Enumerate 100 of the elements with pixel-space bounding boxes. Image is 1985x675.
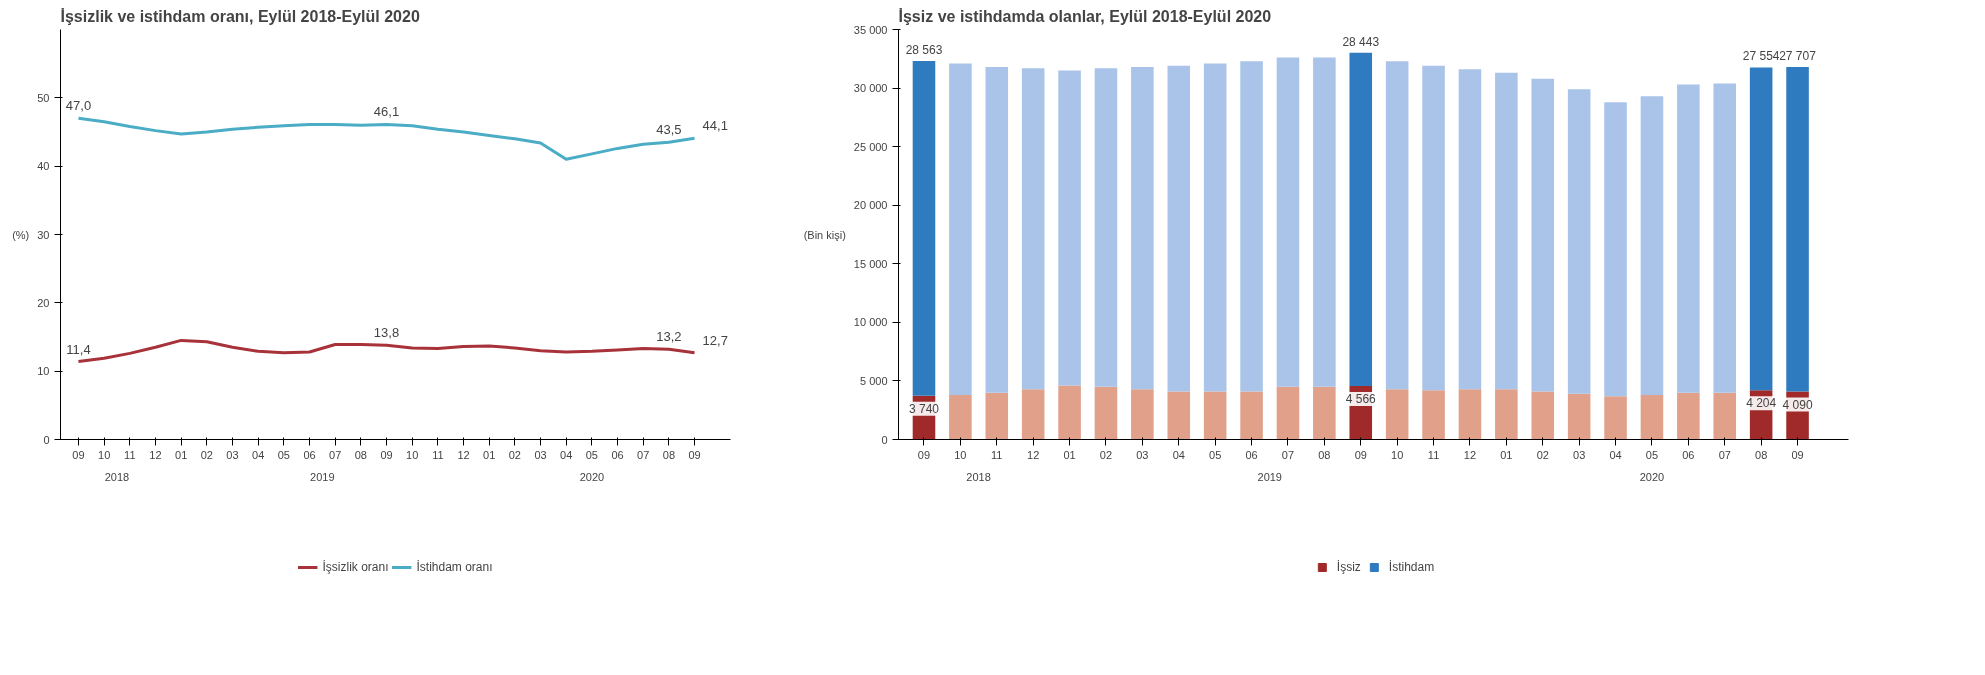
x-tick-label: 02 [1536,448,1549,461]
bar [1640,96,1664,395]
x-tick-label: 09 [1791,448,1804,461]
x-tick-label: 11 [432,448,444,461]
bar [1531,78,1555,392]
data-label: 27 707 [1779,49,1817,64]
x-tick-label: 10 [1391,448,1404,461]
data-label: 43,5 [656,122,682,138]
x-tick-label: 03 [1573,448,1586,461]
bar [1313,386,1336,440]
x-tick-label: 09 [380,448,393,461]
x-tick-label: 04 [1609,448,1622,461]
x-tick-label: 06 [1682,448,1695,461]
bar [1021,389,1045,440]
y-tick-label: 40 [37,160,50,173]
data-label: 13,2 [656,329,682,345]
x-tick-label: 10 [406,448,419,461]
bar [1422,65,1445,391]
y-tick-label: 15 000 [853,257,888,270]
y-axis-title: (Bin kişi) [803,228,846,241]
x-tick-label: 08 [662,448,676,461]
x-tick-label: 06 [1245,448,1258,461]
bar [1495,389,1518,440]
bar [1203,391,1227,440]
text: 2018 [966,470,991,483]
text: 2019 [1257,470,1283,483]
x-tick-label: 07 [637,448,650,461]
y-tick-label: 50 [37,91,50,104]
x-tick-label: 05 [277,448,290,461]
bar [1567,89,1591,394]
x-tick-label: 03 [1136,448,1149,461]
bar [1786,67,1809,392]
x-tick-label: 07 [1281,448,1295,461]
bar [1422,390,1445,440]
x-tick-label: 11 [124,448,136,461]
bar [1640,394,1664,440]
bar [1240,391,1263,440]
bar [1167,391,1191,440]
data-label: 27 554 [1742,49,1780,64]
x-tick-label: 01 [1500,448,1513,461]
bar [1131,389,1154,440]
text: 2018 [104,470,130,483]
bar [1131,66,1154,390]
x-tick-label: 09 [917,448,931,461]
x-tick-label: 02 [1099,448,1113,461]
x-tick-label: 05 [1209,448,1222,461]
data-label: 28 443 [1342,34,1380,49]
x-tick-label: 01 [483,448,496,461]
y-axis-title: (%) [12,228,30,241]
x-tick-label: 09 [1354,448,1367,461]
bar [1167,65,1191,392]
bar [1677,392,1700,440]
x-tick-label: 08 [354,448,367,461]
data-label: 13,8 [373,325,400,341]
data-label: 47,0 [65,98,92,114]
bar [1604,396,1627,440]
y-tick-label: 5 000 [859,374,888,387]
y-tick-label: 30 [37,228,50,241]
bar [1276,57,1300,387]
data-label: 12,7 [702,332,728,348]
data-label: 44,1 [702,118,728,134]
x-tick-label: 03 [534,448,547,461]
bar [949,63,972,395]
bar [1531,391,1555,440]
x-tick-label: 01 [175,448,188,461]
bar [1713,83,1737,393]
data-label: 4 566 [1345,392,1377,407]
x-tick-label: 09 [72,448,85,461]
y-tick-label: 0 [881,433,888,446]
bar [1713,392,1737,440]
x-tick-label: 07 [329,448,342,461]
y-tick-label: 35 000 [853,23,888,36]
text: 2020 [1639,470,1665,483]
legend-label: İşsiz [1336,560,1361,574]
bar [1349,52,1373,387]
x-tick-label: 01 [1063,448,1076,461]
x-tick-label: 12 [1027,448,1040,461]
bar [1058,385,1081,440]
bar [1749,67,1773,391]
bar [1385,389,1409,440]
x-tick-label: 06 [611,448,624,461]
legend-label: İstihdam oranı [416,560,493,574]
bar [1604,102,1627,397]
x-tick-label: 02 [508,448,521,461]
x-tick-label: 07 [1718,448,1731,461]
bar [1458,69,1482,390]
y-tick-label: 10 000 [853,316,888,329]
bar [1458,389,1482,440]
bar [949,394,972,440]
data-label: 4 090 [1782,397,1813,412]
x-tick-label: 09 [688,448,701,461]
legend-label: İşsizlik oranı [322,560,389,574]
x-tick-label: 04 [560,448,573,461]
x-tick-label: 04 [252,448,265,461]
text: 2019 [310,470,335,483]
data-label: 3 740 [908,401,940,416]
data-label: 46,1 [373,104,400,120]
x-tick-label: 11 [991,448,1003,461]
x-tick-label: 03 [226,448,239,461]
bar [1276,386,1300,440]
